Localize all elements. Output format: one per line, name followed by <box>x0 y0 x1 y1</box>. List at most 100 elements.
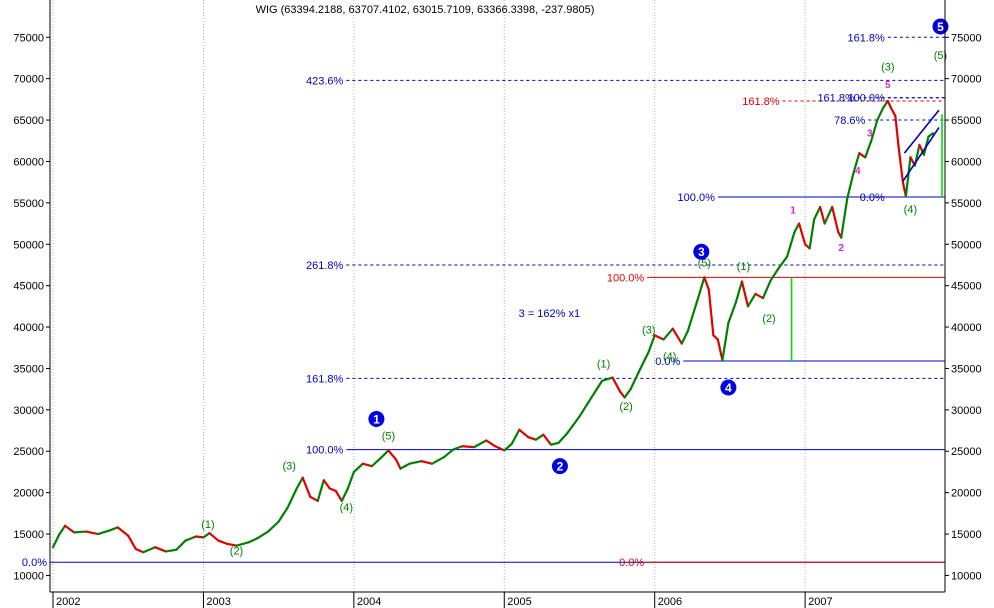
wave-label-9: (5) <box>698 258 711 270</box>
x-tick-label-2002: 2002 <box>56 596 80 608</box>
y-tick-label-right-55000: 55000 <box>951 198 982 210</box>
price-segment-30 <box>316 479 325 503</box>
circled-wave-label-1: 1 <box>373 412 380 426</box>
level-label-3: 161.8% <box>817 93 855 105</box>
y-tick-label-right-40000: 40000 <box>951 322 982 334</box>
price-segment-94 <box>813 205 822 221</box>
y-tick-label-left-30000: 30000 <box>13 405 44 417</box>
price-segment-66 <box>623 388 632 399</box>
price-segment-56 <box>534 433 545 441</box>
price-segment-16 <box>194 535 205 539</box>
price-segment-73 <box>680 330 689 345</box>
price-segment-83 <box>740 280 750 308</box>
wave-label-4: (5) <box>382 431 395 443</box>
price-segment-97 <box>831 205 840 233</box>
price-segment-75 <box>695 276 706 304</box>
price-segment-39 <box>379 449 390 459</box>
price-segment-69 <box>647 334 656 353</box>
level-label-6: 100.0% <box>678 192 716 204</box>
price-segment-74 <box>686 301 698 333</box>
price-segment-89 <box>785 230 796 258</box>
y-tick-label-right-35000: 35000 <box>951 363 982 375</box>
price-segment-96 <box>823 205 834 225</box>
y-tick-label-right-25000: 25000 <box>951 446 982 458</box>
price-segment-29 <box>309 495 319 503</box>
wave-label-7: (3) <box>642 325 655 337</box>
price-segment-107 <box>886 99 892 109</box>
level-label-5: 78.6% <box>834 115 865 127</box>
price-segment-101 <box>852 152 861 175</box>
level-label-14: 0.0% <box>619 557 644 569</box>
price-segment-77 <box>707 288 715 337</box>
y-tick-label-left-40000: 40000 <box>13 322 44 334</box>
price-segment-85 <box>754 292 765 300</box>
price-segment-41 <box>394 458 402 470</box>
price-segment-8 <box>116 526 130 537</box>
price-segment-43 <box>408 460 423 465</box>
price-segment-82 <box>734 280 744 304</box>
minor-wave-label-0: 1 <box>790 206 796 217</box>
x-tick-label-2006: 2006 <box>658 596 682 608</box>
y-tick-label-right-15000: 15000 <box>951 529 982 541</box>
fib-levels-layer: 161.8% 423.6% 161.8% 161.8% 100.0% 78.6% 100.0… <box>22 32 945 569</box>
level-label-1: 423.6% <box>306 75 344 87</box>
price-segment-20 <box>226 542 238 547</box>
price-segment-55 <box>527 436 537 441</box>
price-segment-102 <box>858 152 867 159</box>
y-tick-label-left-60000: 60000 <box>13 156 44 168</box>
wave-label-8: (4) <box>663 351 676 363</box>
price-segment-80 <box>721 321 730 362</box>
minor-wave-label-1: 2 <box>838 243 844 254</box>
price-segment-23 <box>256 530 270 540</box>
price-segment-79 <box>716 338 724 362</box>
y-tick-label-left-55000: 55000 <box>13 198 44 210</box>
circled-wave-label-3: 3 <box>698 245 705 259</box>
x-tick-label-2007: 2007 <box>808 596 832 608</box>
circled-wave-marker-1 <box>368 410 385 427</box>
level-label-11: 161.8% <box>306 373 344 385</box>
level-label-9: 100.0% <box>607 272 645 284</box>
price-segment-12 <box>154 546 167 553</box>
grid-layer <box>52 0 806 592</box>
price-segment-13 <box>164 548 178 553</box>
price-segment-93 <box>808 218 816 250</box>
price-segment-68 <box>638 350 650 372</box>
x-tick-label-2003: 2003 <box>206 596 230 608</box>
price-segment-108 <box>889 106 897 118</box>
price-segment-106 <box>882 99 889 109</box>
y-tick-label-right-45000: 45000 <box>951 281 982 293</box>
price-segment-76 <box>703 276 710 291</box>
level-label-10: 0.0% <box>655 356 680 368</box>
price-segment-50 <box>485 439 497 448</box>
price-segment-53 <box>510 428 521 445</box>
trend-segments-layer <box>790 109 943 361</box>
price-segment-110 <box>897 143 904 184</box>
price-segment-35 <box>346 470 355 490</box>
price-segment-61 <box>578 396 593 418</box>
price-segment-19 <box>217 539 229 546</box>
circled-wave-label-4: 4 <box>725 381 732 395</box>
y-tick-label-right-75000: 75000 <box>951 32 982 44</box>
price-segment-17 <box>202 532 211 539</box>
wave-label-0: (1) <box>201 519 214 531</box>
wave-label-12: (3) <box>881 61 894 73</box>
circled-wave-marker-5 <box>932 18 949 35</box>
y-tick-label-right-60000: 60000 <box>951 156 982 168</box>
annotation-0: 3 = 162% x1 <box>519 308 580 320</box>
price-segment-3 <box>63 524 76 534</box>
y-tick-label-left-45000: 45000 <box>13 281 44 293</box>
price-segment-95 <box>819 205 826 225</box>
y-tick-label-left-65000: 65000 <box>13 115 44 127</box>
price-segment-21 <box>235 541 250 547</box>
y-tick-label-left-50000: 50000 <box>13 239 44 251</box>
price-segment-31 <box>322 479 331 490</box>
price-segment-28 <box>301 476 312 498</box>
trend-segment-3 <box>903 109 940 154</box>
price-segment-9 <box>127 534 137 551</box>
price-segment-52 <box>503 442 513 452</box>
price-segment-109 <box>894 114 900 146</box>
x-tick-label-2004: 2004 <box>357 596 381 608</box>
level-label-0: 161.8% <box>848 32 886 44</box>
price-segment-37 <box>361 462 373 468</box>
price-segment-24 <box>267 520 280 533</box>
